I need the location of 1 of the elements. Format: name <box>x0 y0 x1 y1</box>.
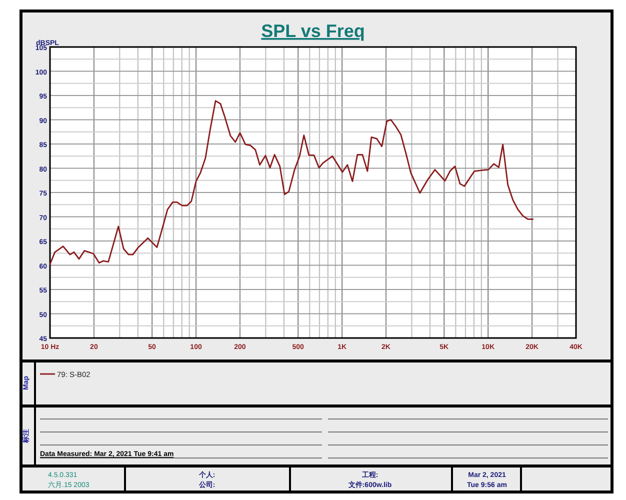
chart-title: SPL vs Freq <box>261 21 365 41</box>
